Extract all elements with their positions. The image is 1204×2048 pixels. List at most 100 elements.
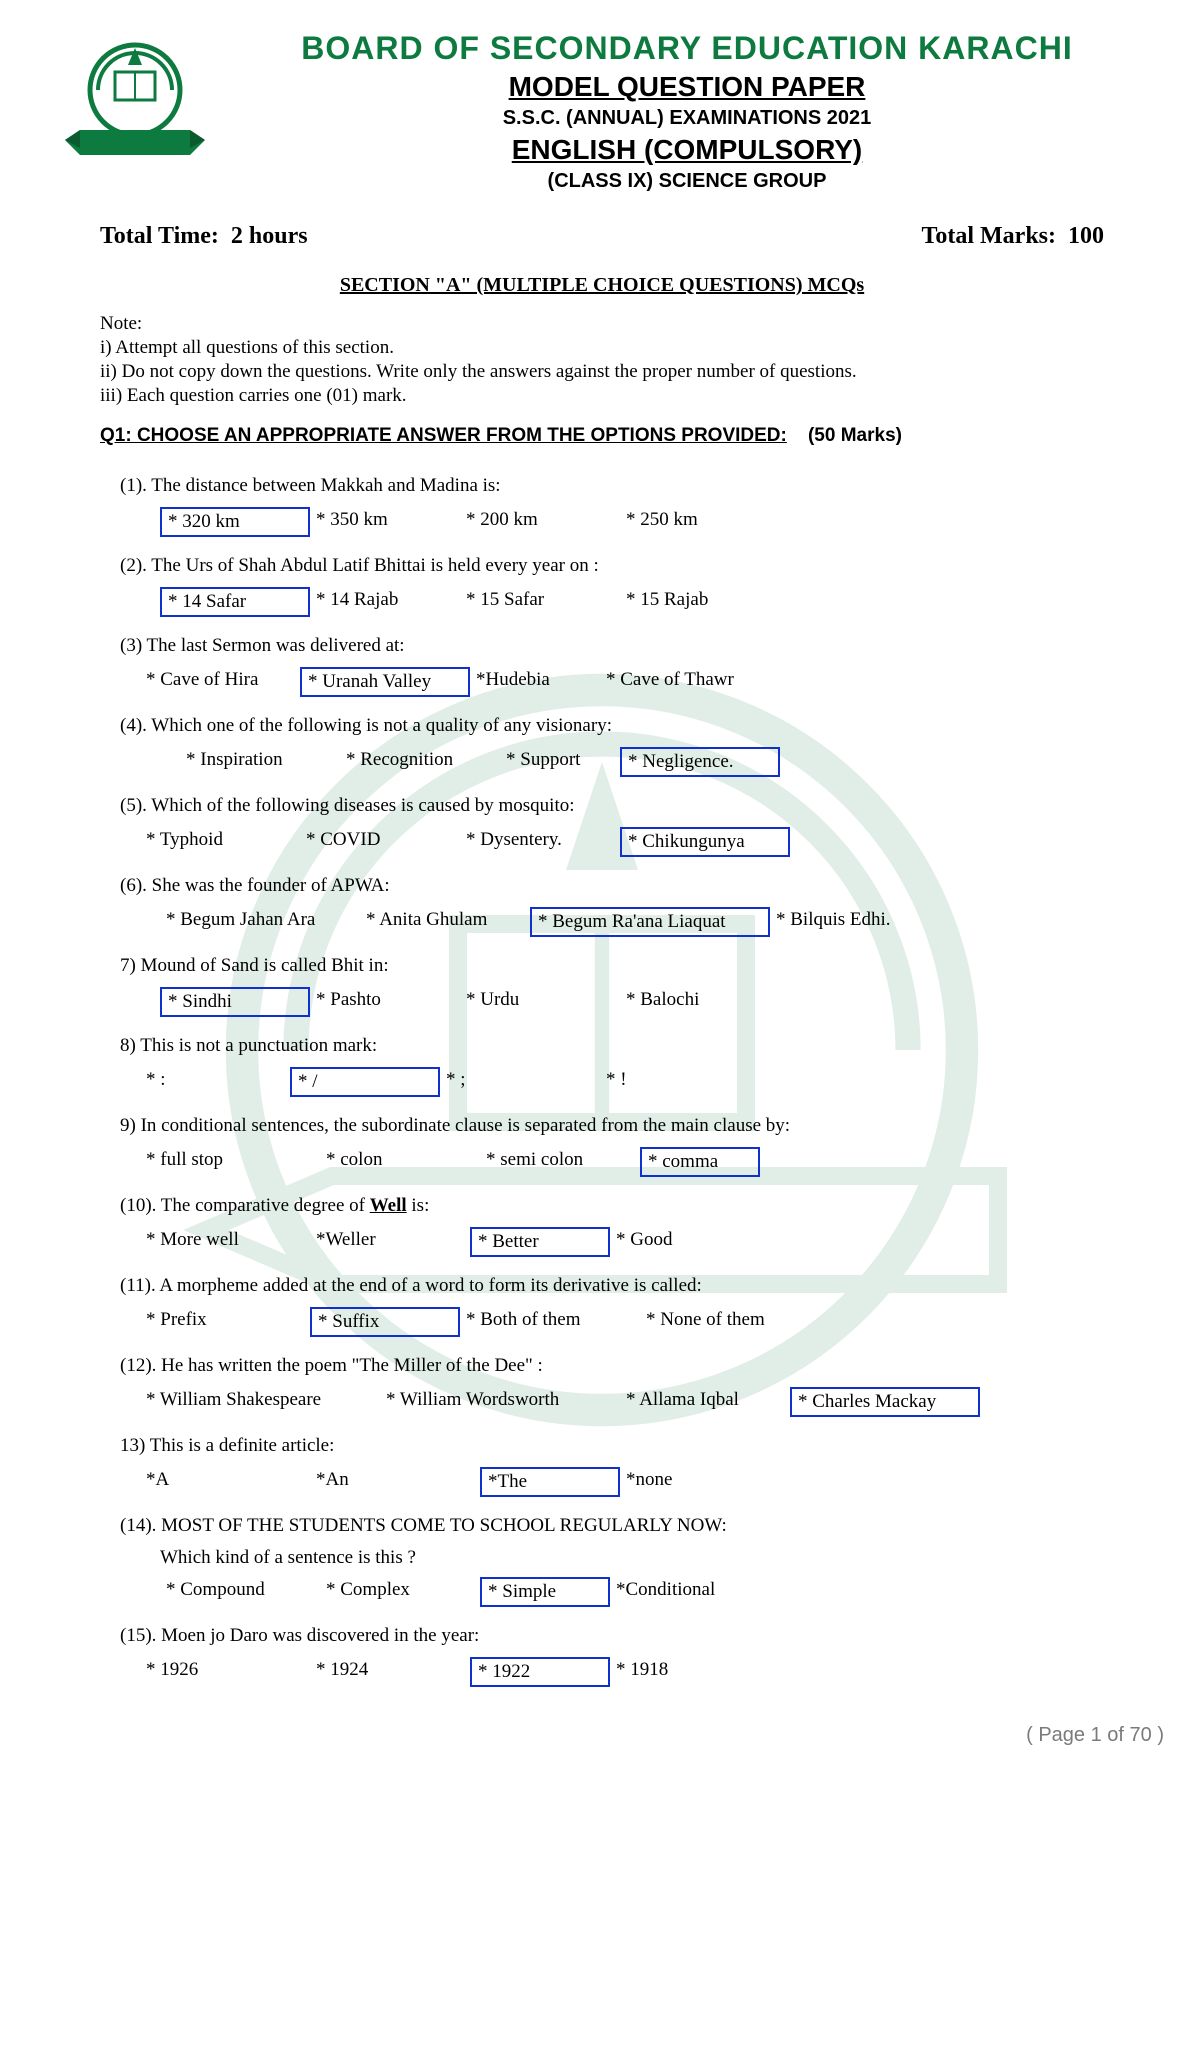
- options-row: * full stop* colon* semi colon* comma: [120, 1147, 1104, 1177]
- option: * Support: [500, 747, 620, 777]
- option: *Hudebia: [470, 667, 600, 697]
- option: * Bilquis Edhi.: [770, 907, 930, 937]
- option: * Uranah Valley: [300, 667, 470, 697]
- question-text: 13) This is a definite article:: [120, 1435, 1104, 1457]
- q1-heading: Q1: CHOOSE AN APPROPRIATE ANSWER FROM TH…: [0, 409, 1204, 447]
- option: * Typhoid: [140, 827, 300, 857]
- board-logo: [60, 30, 210, 185]
- option: * Cave of Thawr: [600, 667, 780, 697]
- note-label: Note:: [100, 313, 1104, 335]
- option: * semi colon: [480, 1147, 640, 1177]
- options-row: * :* /* ;* !: [120, 1067, 1104, 1097]
- option: *Conditional: [610, 1577, 780, 1607]
- question-text: 8) This is not a punctuation mark:: [120, 1035, 1104, 1057]
- options-row: * Sindhi* Pashto* Urdu* Balochi: [120, 987, 1104, 1017]
- paper-type: MODEL QUESTION PAPER: [230, 71, 1144, 103]
- option: * Inspiration: [180, 747, 340, 777]
- option: *Weller: [310, 1227, 470, 1257]
- option: * colon: [320, 1147, 480, 1177]
- option: * /: [290, 1067, 440, 1097]
- option: * William Wordsworth: [380, 1387, 620, 1417]
- question-text: (6). She was the founder of APWA:: [120, 875, 1104, 897]
- option: *The: [480, 1467, 620, 1497]
- option: * William Shakespeare: [140, 1387, 380, 1417]
- option: * 250 km: [620, 507, 770, 537]
- option: * 15 Safar: [460, 587, 620, 617]
- option: * Simple: [480, 1577, 610, 1607]
- question-text: (14). MOST OF THE STUDENTS COME TO SCHOO…: [120, 1515, 1104, 1537]
- option: * 15 Rajab: [620, 587, 770, 617]
- options-row: *A*An*The*none: [120, 1467, 1104, 1497]
- option: * :: [140, 1067, 290, 1097]
- option: * 320 km: [160, 507, 310, 537]
- option: * 1924: [310, 1657, 470, 1687]
- question: (14). MOST OF THE STUDENTS COME TO SCHOO…: [120, 1515, 1104, 1607]
- option: * ;: [440, 1067, 600, 1097]
- option: * 200 km: [460, 507, 620, 537]
- option: * COVID: [300, 827, 460, 857]
- board-name: BOARD OF SECONDARY EDUCATION KARACHI: [230, 30, 1144, 67]
- option: * Chikungunya: [620, 827, 790, 857]
- question: (5). Which of the following diseases is …: [120, 795, 1104, 857]
- question: (15). Moen jo Daro was discovered in the…: [120, 1625, 1104, 1687]
- option: * Begum Jahan Ara: [160, 907, 360, 937]
- question-text: (1). The distance between Makkah and Mad…: [120, 475, 1104, 497]
- subject-name: ENGLISH (COMPULSORY): [230, 134, 1144, 166]
- option: * 1922: [470, 1657, 610, 1687]
- option: * More well: [140, 1227, 310, 1257]
- question-text: (15). Moen jo Daro was discovered in the…: [120, 1625, 1104, 1647]
- document-header: BOARD OF SECONDARY EDUCATION KARACHI MOD…: [0, 0, 1204, 193]
- note-item: iii) Each question carries one (01) mark…: [100, 385, 1104, 407]
- question-subtext: Which kind of a sentence is this ?: [120, 1547, 1104, 1569]
- question: (2). The Urs of Shah Abdul Latif Bhittai…: [120, 555, 1104, 617]
- note-item: ii) Do not copy down the questions. Writ…: [100, 361, 1104, 383]
- options-row: * Begum Jahan Ara* Anita Ghulam* Begum R…: [120, 907, 1104, 937]
- option: * Complex: [320, 1577, 480, 1607]
- question: (1). The distance between Makkah and Mad…: [120, 475, 1104, 537]
- option: * Begum Ra'ana Liaquat: [530, 907, 770, 937]
- question: 8) This is not a punctuation mark: * :* /…: [120, 1035, 1104, 1097]
- options-row: * 1926* 1924* 1922* 1918: [120, 1657, 1104, 1687]
- options-row: * Typhoid* COVID* Dysentery.* Chikunguny…: [120, 827, 1104, 857]
- options-row: * Prefix* Suffix* Both of them* None of …: [120, 1307, 1104, 1337]
- questions-list: (1). The distance between Makkah and Mad…: [0, 447, 1204, 1687]
- option: * Cave of Hira: [140, 667, 300, 697]
- option: * Recognition: [340, 747, 500, 777]
- total-time: Total Time: 2 hours: [100, 223, 308, 250]
- option: * 1926: [140, 1657, 310, 1687]
- page-number: ( Page 1 of 70 ): [1026, 1724, 1164, 1747]
- option: * Pashto: [310, 987, 460, 1017]
- question-text: (11). A morpheme added at the end of a w…: [120, 1275, 1104, 1297]
- option: * Sindhi: [160, 987, 310, 1017]
- option: *A: [140, 1467, 310, 1497]
- question-text: (4). Which one of the following is not a…: [120, 715, 1104, 737]
- question-text: 7) Mound of Sand is called Bhit in:: [120, 955, 1104, 977]
- option: * Dysentery.: [460, 827, 620, 857]
- option: * comma: [640, 1147, 760, 1177]
- options-row: * Cave of Hira* Uranah Valley*Hudebia* C…: [120, 667, 1104, 697]
- instructions: Note: i) Attempt all questions of this s…: [0, 297, 1204, 407]
- exam-meta: Total Time: 2 hours Total Marks: 100: [0, 193, 1204, 250]
- option: *An: [310, 1467, 480, 1497]
- option: * Urdu: [460, 987, 620, 1017]
- question: (6). She was the founder of APWA: * Begum…: [120, 875, 1104, 937]
- option: * !: [600, 1067, 750, 1097]
- option: * Charles Mackay: [790, 1387, 980, 1417]
- options-row: * More well*Weller* Better* Good: [120, 1227, 1104, 1257]
- option: * 14 Safar: [160, 587, 310, 617]
- question: 13) This is a definite article: *A*An*The…: [120, 1435, 1104, 1497]
- note-item: i) Attempt all questions of this section…: [100, 337, 1104, 359]
- exam-name: S.S.C. (ANNUAL) EXAMINATIONS 2021: [230, 107, 1144, 130]
- question: (11). A morpheme added at the end of a w…: [120, 1275, 1104, 1337]
- options-row: * Inspiration* Recognition* Support* Neg…: [120, 747, 1104, 777]
- option: * Prefix: [140, 1307, 310, 1337]
- question-text: (10). The comparative degree of Well is:: [120, 1195, 1104, 1217]
- option: * Compound: [160, 1577, 320, 1607]
- options-row: * Compound* Complex* Simple*Conditional: [120, 1577, 1104, 1607]
- class-group: (CLASS IX) SCIENCE GROUP: [230, 170, 1144, 193]
- option: * 14 Rajab: [310, 587, 460, 617]
- question: 7) Mound of Sand is called Bhit in: * Sin…: [120, 955, 1104, 1017]
- section-heading: SECTION "A" (MULTIPLE CHOICE QUESTIONS) …: [0, 274, 1204, 297]
- option: * Both of them: [460, 1307, 640, 1337]
- question-text: 9) In conditional sentences, the subordi…: [120, 1115, 1104, 1137]
